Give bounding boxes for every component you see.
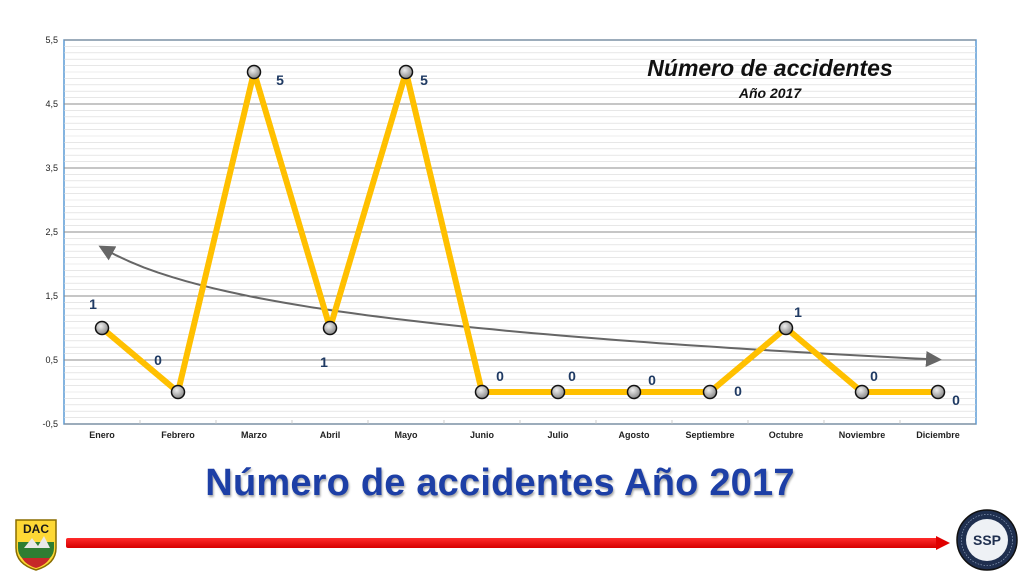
x-axis-categories: Enero Febrero Marzo Abril Mayo Junio Julio Agos… <box>89 430 960 440</box>
red-divider-bar <box>66 538 938 548</box>
x-category-label: Febrero <box>161 430 195 440</box>
x-category-label: Octubre <box>769 430 804 440</box>
data-point <box>398 64 414 80</box>
svg-text:SSP: SSP <box>973 532 1001 548</box>
data-point <box>322 320 338 336</box>
svg-text:DAC: DAC <box>23 522 49 536</box>
y-tick-label: 5,5 <box>45 35 58 45</box>
data-label: 0 <box>154 352 162 368</box>
x-category-label: Julio <box>547 430 569 440</box>
data-point <box>94 320 110 336</box>
chart-subtitle: Año 2017 <box>738 85 802 101</box>
series-polyline <box>100 69 938 395</box>
x-category-label: Enero <box>89 430 115 440</box>
accidents-chart: -0,5 0,5 1,5 2,5 3,5 4,5 5,5 Enero Febrero Marzo… <box>42 35 977 440</box>
ssp-logo: SSP <box>956 509 1018 571</box>
x-category-label: Mayo <box>394 430 418 440</box>
data-point <box>626 384 642 400</box>
y-tick-label: 2,5 <box>45 227 58 237</box>
data-label: 0 <box>496 368 504 384</box>
data-label: 0 <box>648 372 656 388</box>
gridlines <box>64 39 976 425</box>
data-point <box>778 320 794 336</box>
data-label: 0 <box>870 368 878 384</box>
y-tick-label: -0,5 <box>42 419 58 429</box>
x-category-label: Diciembre <box>916 430 960 440</box>
series-line <box>100 69 938 395</box>
y-tick-label: 0,5 <box>45 355 58 365</box>
data-point <box>474 384 490 400</box>
y-axis-ticks: -0,5 0,5 1,5 2,5 3,5 4,5 5,5 <box>42 35 58 429</box>
data-label: 1 <box>320 354 328 370</box>
data-label: 1 <box>89 296 97 312</box>
data-label: 1 <box>794 304 802 320</box>
trendline-path <box>98 245 942 367</box>
data-point <box>854 384 870 400</box>
data-label: 0 <box>952 392 960 408</box>
x-category-label: Abril <box>320 430 341 440</box>
trendline <box>98 245 942 367</box>
y-tick-label: 3,5 <box>45 163 58 173</box>
x-category-label: Junio <box>470 430 495 440</box>
data-point <box>930 384 946 400</box>
chart-title: Número de accidentes <box>647 55 892 81</box>
data-label: 5 <box>276 72 284 88</box>
x-category-label: Marzo <box>241 430 268 440</box>
data-label: 0 <box>734 383 742 399</box>
data-label: 0 <box>568 368 576 384</box>
y-tick-label: 1,5 <box>45 291 58 301</box>
series-points <box>94 64 946 400</box>
dac-logo: DAC <box>15 519 57 571</box>
data-point <box>702 384 718 400</box>
data-label: 5 <box>420 72 428 88</box>
x-category-label: Agosto <box>619 430 650 440</box>
x-category-label: Noviembre <box>839 430 886 440</box>
data-point <box>170 384 186 400</box>
red-divider-arrow <box>936 536 950 550</box>
data-point <box>550 384 566 400</box>
data-labels: 1 0 5 1 5 0 0 0 0 1 0 0 <box>89 72 960 408</box>
y-tick-label: 4,5 <box>45 99 58 109</box>
x-category-label: Septiembre <box>685 430 734 440</box>
slide-title: Número de accidentes Año 2017 <box>205 462 795 504</box>
data-point <box>246 64 262 80</box>
